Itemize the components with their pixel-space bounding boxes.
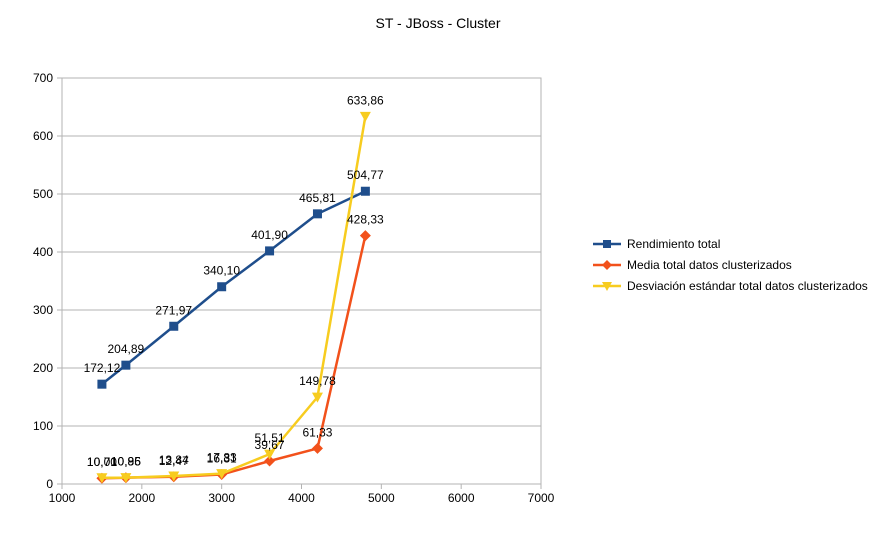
series-3 bbox=[96, 111, 371, 484]
data-label: 16,31 bbox=[207, 452, 237, 466]
x-tick-label: 4000 bbox=[288, 491, 315, 505]
square-marker bbox=[360, 186, 370, 196]
diamond-marker bbox=[359, 230, 371, 242]
legend-item: Rendimiento total bbox=[593, 237, 720, 251]
y-tick-label: 0 bbox=[46, 477, 53, 491]
x-tick-label: 7000 bbox=[528, 491, 555, 505]
triangle-marker bbox=[264, 449, 276, 460]
square-marker bbox=[265, 246, 275, 256]
data-label: 172,12 bbox=[84, 361, 121, 375]
data-label: 149,78 bbox=[299, 374, 336, 388]
data-label: 204,89 bbox=[108, 342, 145, 356]
legend-label: Media total datos clusterizados bbox=[627, 258, 792, 272]
triangle-marker bbox=[359, 111, 371, 122]
data-label: 39,67 bbox=[255, 438, 285, 452]
y-tick-label: 600 bbox=[33, 129, 53, 143]
y-tick-label: 300 bbox=[33, 303, 53, 317]
square-marker bbox=[217, 282, 227, 292]
diamond-marker bbox=[602, 260, 612, 270]
x-tick-label: 5000 bbox=[368, 491, 395, 505]
gridlines bbox=[62, 77, 541, 485]
x-tick-label: 1000 bbox=[49, 491, 76, 505]
triangle-marker bbox=[120, 473, 132, 484]
data-label: 61,33 bbox=[302, 425, 332, 439]
data-label: 17,83 bbox=[207, 451, 237, 465]
y-tick-label: 200 bbox=[33, 361, 53, 375]
data-labels: 172,12 204,89 271,97 340,10 401,90 465,81 504,… bbox=[84, 93, 384, 469]
plot-frame bbox=[61, 77, 542, 485]
triangle-marker bbox=[311, 392, 323, 403]
data-label: 428,33 bbox=[347, 213, 384, 227]
data-label: 10,71 bbox=[87, 455, 117, 469]
data-label: 51,51 bbox=[255, 431, 285, 445]
data-label: 401,90 bbox=[251, 228, 288, 242]
square-marker bbox=[312, 209, 322, 219]
data-label: 271,97 bbox=[155, 303, 192, 317]
square-marker bbox=[603, 240, 611, 248]
legend-label: Desviación estándar total datos clusteri… bbox=[627, 279, 868, 293]
y-tick-label: 100 bbox=[33, 419, 53, 433]
axes: 0 100 200 300 400 500 600 700 1000 2000 3000 4000 50… bbox=[33, 71, 555, 505]
y-tick-label: 700 bbox=[33, 71, 53, 85]
data-label: 13,84 bbox=[159, 453, 189, 467]
data-label: 504,77 bbox=[347, 168, 384, 182]
x-tick-label: 2000 bbox=[128, 491, 155, 505]
x-tick-label: 6000 bbox=[448, 491, 475, 505]
legend-label: Rendimiento total bbox=[627, 237, 720, 251]
triangle-marker bbox=[168, 471, 180, 482]
legend: Rendimiento total Media total datos clust… bbox=[593, 237, 868, 293]
square-marker bbox=[97, 379, 107, 389]
diamond-marker bbox=[264, 455, 276, 467]
data-label: 633,86 bbox=[347, 93, 384, 107]
y-tick-label: 400 bbox=[33, 245, 53, 259]
data-label: 10,95 bbox=[111, 455, 141, 469]
chart-title: ST - JBoss - Cluster bbox=[376, 15, 501, 31]
legend-item: Desviación estándar total datos clusteri… bbox=[593, 279, 868, 293]
square-marker bbox=[169, 321, 179, 331]
triangle-marker bbox=[96, 473, 108, 484]
triangle-marker bbox=[602, 282, 612, 291]
series-layer bbox=[96, 111, 371, 484]
data-label: 465,81 bbox=[299, 191, 336, 205]
diamond-marker bbox=[311, 442, 323, 454]
data-label: 10,86 bbox=[111, 455, 141, 469]
legend-item: Media total datos clusterizados bbox=[593, 258, 792, 272]
square-marker bbox=[121, 360, 131, 370]
series-1 bbox=[97, 186, 370, 389]
data-label: 12,47 bbox=[159, 454, 189, 468]
x-tick-label: 3000 bbox=[208, 491, 235, 505]
plot-area bbox=[61, 77, 542, 485]
triangle-marker bbox=[216, 469, 228, 480]
data-label: 340,10 bbox=[203, 264, 240, 278]
y-tick-label: 500 bbox=[33, 187, 53, 201]
data-label: 10,00 bbox=[87, 455, 117, 469]
